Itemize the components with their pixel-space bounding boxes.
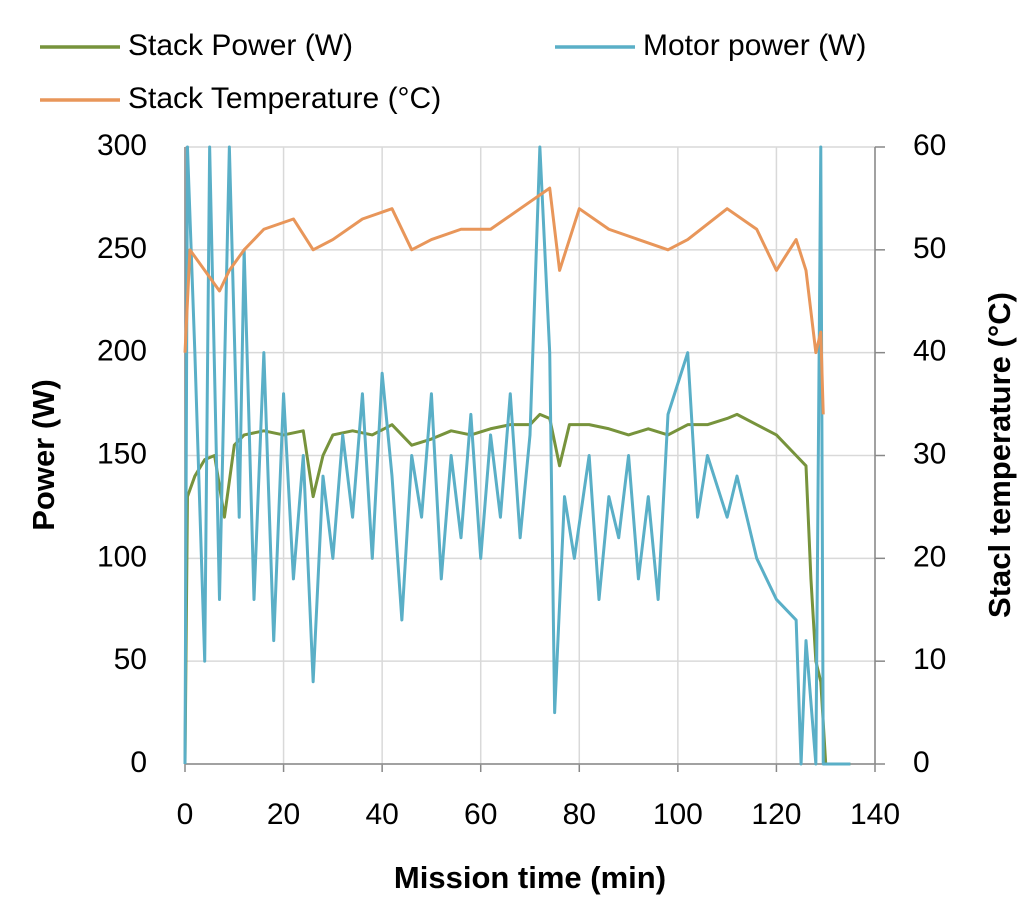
y-tick-label: 50 <box>114 643 147 676</box>
y-tick-label: 100 <box>97 540 147 573</box>
x-axis-title: Mission time (min) <box>394 860 666 895</box>
x-tick-label: 100 <box>653 798 703 831</box>
data-line <box>183 412 851 766</box>
data-line <box>183 186 825 415</box>
x-tick-label: 20 <box>267 798 300 831</box>
x-tick-label: 140 <box>850 798 900 831</box>
y2-tick-label: 0 <box>913 746 930 779</box>
y-tick-label: 250 <box>97 232 147 265</box>
y2-axis-title: Stacl temperature (°C) <box>982 292 1017 618</box>
y2-tick-label: 20 <box>913 540 946 573</box>
y2-tick-label: 50 <box>913 232 946 265</box>
x-tick-label: 0 <box>177 798 194 831</box>
x-tick-label: 40 <box>365 798 398 831</box>
y-tick-label: 150 <box>97 437 147 470</box>
y-tick-label: 200 <box>97 335 147 368</box>
legend-label: Motor power (W) <box>643 29 866 62</box>
y-tick-label: 0 <box>130 746 147 779</box>
data-line <box>183 145 851 766</box>
y2-tick-label: 60 <box>913 129 946 162</box>
legend-label: Stack Power (W) <box>128 29 353 62</box>
y2-tick-label: 40 <box>913 335 946 368</box>
x-tick-label: 80 <box>563 798 596 831</box>
x-tick-label: 60 <box>464 798 497 831</box>
y-axis-title: Power (W) <box>26 379 61 531</box>
legend-label: Stack Temperature (°C) <box>128 82 441 115</box>
x-tick-label: 120 <box>751 798 801 831</box>
y2-tick-label: 30 <box>913 437 946 470</box>
y2-tick-label: 10 <box>913 643 946 676</box>
y-tick-label: 300 <box>97 129 147 162</box>
